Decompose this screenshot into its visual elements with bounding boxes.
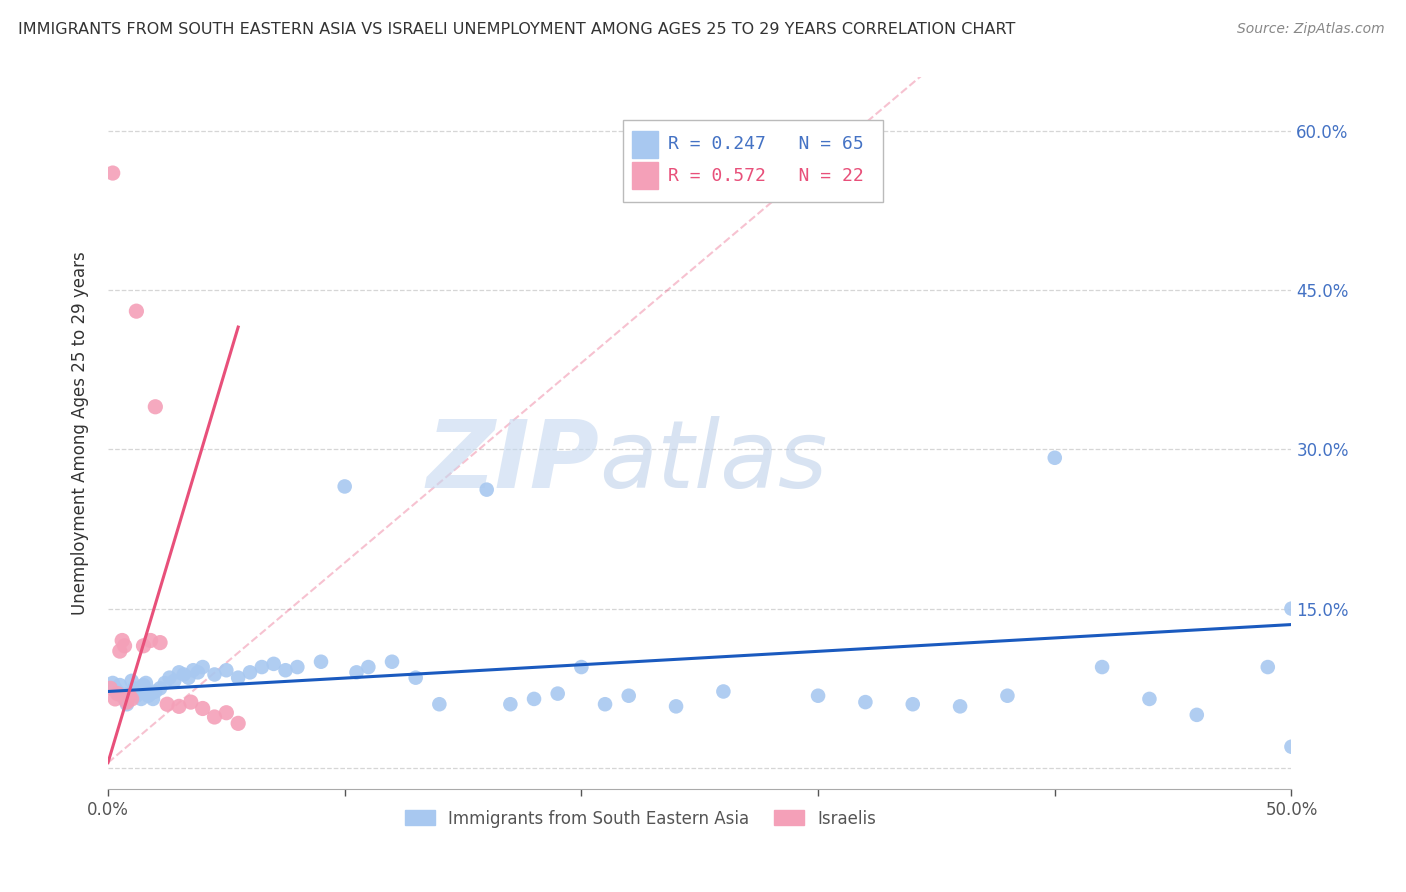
- Point: [901, 697, 924, 711]
- Point: [381, 655, 404, 669]
- Point: [111, 689, 134, 703]
- Point: [143, 684, 166, 698]
- Point: [156, 697, 179, 711]
- Point: [949, 699, 972, 714]
- Point: [159, 671, 181, 685]
- Point: [173, 667, 195, 681]
- Text: R = 0.247   N = 65: R = 0.247 N = 65: [668, 136, 863, 153]
- Point: [139, 687, 162, 701]
- Point: [143, 400, 166, 414]
- Point: [107, 684, 129, 698]
- Point: [523, 692, 546, 706]
- Point: [1281, 601, 1303, 615]
- Point: [665, 699, 688, 714]
- Point: [129, 692, 152, 706]
- Point: [132, 639, 155, 653]
- Point: [204, 667, 226, 681]
- Point: [405, 671, 427, 685]
- Point: [104, 681, 127, 696]
- Point: [1185, 707, 1208, 722]
- Point: [713, 684, 735, 698]
- Point: [1043, 450, 1066, 465]
- FancyBboxPatch shape: [633, 131, 658, 158]
- Text: Source: ZipAtlas.com: Source: ZipAtlas.com: [1237, 22, 1385, 37]
- Point: [263, 657, 285, 671]
- Point: [191, 660, 214, 674]
- Point: [104, 692, 127, 706]
- Point: [121, 692, 143, 706]
- Y-axis label: Unemployment Among Ages 25 to 29 years: Unemployment Among Ages 25 to 29 years: [72, 252, 89, 615]
- Point: [617, 689, 640, 703]
- Text: R = 0.572   N = 22: R = 0.572 N = 22: [668, 167, 863, 185]
- Point: [226, 716, 249, 731]
- Point: [191, 701, 214, 715]
- Point: [107, 687, 129, 701]
- Point: [118, 687, 141, 701]
- Point: [1257, 660, 1279, 674]
- Point: [997, 689, 1019, 703]
- Point: [333, 479, 356, 493]
- Point: [475, 483, 498, 497]
- Point: [855, 695, 877, 709]
- Point: [547, 687, 569, 701]
- Text: atlas: atlas: [599, 417, 827, 508]
- Point: [111, 633, 134, 648]
- Point: [125, 689, 148, 703]
- Point: [204, 710, 226, 724]
- Point: [1091, 660, 1114, 674]
- Point: [135, 676, 157, 690]
- Point: [177, 671, 200, 685]
- Point: [108, 644, 131, 658]
- Point: [125, 304, 148, 318]
- Point: [153, 676, 176, 690]
- Point: [807, 689, 830, 703]
- Point: [250, 660, 273, 674]
- Legend: Immigrants from South Eastern Asia, Israelis: Immigrants from South Eastern Asia, Isra…: [398, 803, 883, 834]
- Point: [593, 697, 616, 711]
- Text: ZIP: ZIP: [426, 416, 599, 508]
- FancyBboxPatch shape: [623, 120, 883, 202]
- Point: [121, 673, 143, 688]
- Point: [285, 660, 308, 674]
- Point: [427, 697, 450, 711]
- Point: [132, 678, 155, 692]
- Point: [142, 692, 165, 706]
- Point: [101, 676, 124, 690]
- Point: [357, 660, 380, 674]
- Point: [499, 697, 522, 711]
- Point: [118, 689, 141, 703]
- Point: [136, 689, 159, 703]
- Point: [1139, 692, 1161, 706]
- Point: [128, 684, 150, 698]
- Text: IMMIGRANTS FROM SOUTH EASTERN ASIA VS ISRAELI UNEMPLOYMENT AMONG AGES 25 TO 29 Y: IMMIGRANTS FROM SOUTH EASTERN ASIA VS IS…: [18, 22, 1015, 37]
- Point: [569, 660, 592, 674]
- Point: [181, 663, 204, 677]
- Point: [180, 695, 202, 709]
- Point: [274, 663, 297, 677]
- Point: [226, 671, 249, 685]
- Point: [215, 706, 238, 720]
- Point: [187, 665, 209, 680]
- Point: [122, 681, 145, 696]
- Point: [167, 665, 190, 680]
- Point: [215, 663, 238, 677]
- Point: [139, 633, 162, 648]
- Point: [1281, 739, 1303, 754]
- Point: [115, 695, 138, 709]
- Point: [115, 697, 138, 711]
- Point: [309, 655, 332, 669]
- Point: [149, 635, 172, 649]
- Point: [108, 678, 131, 692]
- Point: [114, 692, 136, 706]
- Point: [101, 166, 124, 180]
- Point: [163, 673, 186, 688]
- Point: [167, 699, 190, 714]
- Point: [114, 639, 136, 653]
- Point: [239, 665, 262, 680]
- Point: [149, 681, 172, 696]
- Point: [98, 681, 121, 696]
- FancyBboxPatch shape: [633, 162, 658, 189]
- Point: [346, 665, 368, 680]
